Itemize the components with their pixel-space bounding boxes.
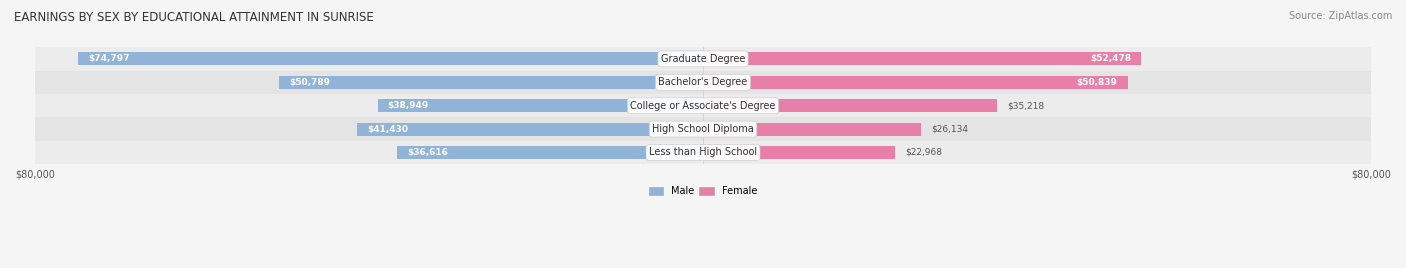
- Bar: [703, 53, 1142, 65]
- Text: EARNINGS BY SEX BY EDUCATIONAL ATTAINMENT IN SUNRISE: EARNINGS BY SEX BY EDUCATIONAL ATTAINMEN…: [14, 11, 374, 24]
- Text: $50,839: $50,839: [1077, 78, 1118, 87]
- Text: Bachelor's Degree: Bachelor's Degree: [658, 77, 748, 87]
- Text: Less than High School: Less than High School: [650, 147, 756, 158]
- Text: $50,789: $50,789: [288, 78, 330, 87]
- Bar: [79, 53, 703, 65]
- Text: Source: ZipAtlas.com: Source: ZipAtlas.com: [1288, 11, 1392, 21]
- Bar: [703, 146, 894, 159]
- Text: $22,968: $22,968: [905, 148, 942, 157]
- Text: College or Associate's Degree: College or Associate's Degree: [630, 101, 776, 111]
- Bar: [703, 123, 921, 136]
- Text: Graduate Degree: Graduate Degree: [661, 54, 745, 64]
- Bar: [278, 76, 703, 89]
- Text: $74,797: $74,797: [89, 54, 129, 63]
- Text: $41,430: $41,430: [367, 125, 408, 133]
- Bar: [35, 70, 1371, 94]
- Bar: [35, 94, 1371, 117]
- Bar: [35, 141, 1371, 164]
- Text: $35,218: $35,218: [1007, 101, 1045, 110]
- Text: $36,616: $36,616: [408, 148, 449, 157]
- Bar: [378, 99, 703, 112]
- Text: $26,134: $26,134: [931, 125, 969, 133]
- Bar: [35, 117, 1371, 141]
- Bar: [357, 123, 703, 136]
- Bar: [35, 47, 1371, 70]
- Bar: [703, 99, 997, 112]
- Bar: [703, 76, 1128, 89]
- Text: High School Diploma: High School Diploma: [652, 124, 754, 134]
- Text: $38,949: $38,949: [388, 101, 429, 110]
- Legend: Male, Female: Male, Female: [645, 183, 761, 200]
- Bar: [398, 146, 703, 159]
- Text: $52,478: $52,478: [1090, 54, 1132, 63]
